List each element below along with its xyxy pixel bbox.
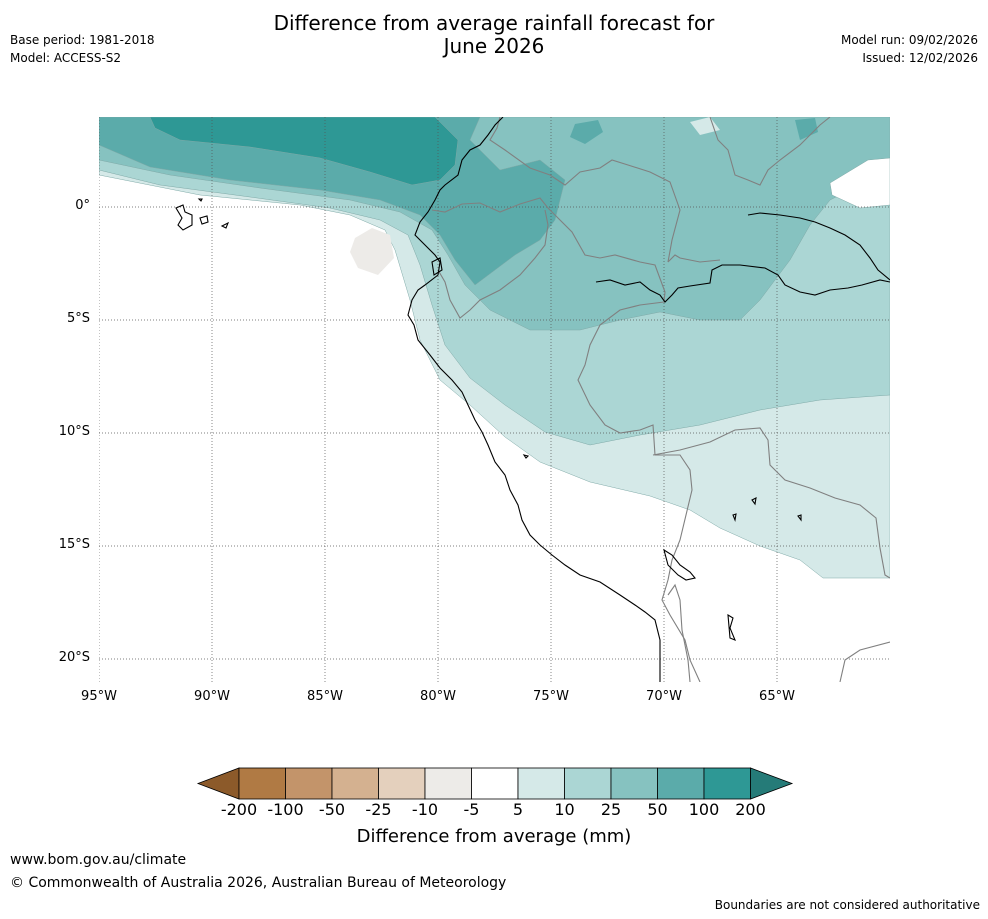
legend-swatch-1 — [238, 767, 286, 800]
title-line-2: June 2026 — [443, 34, 545, 58]
border-colombia-ecuador — [431, 197, 666, 303]
rainfall-zone-100-200 — [149, 117, 459, 186]
legend-swatch-11 — [703, 767, 751, 800]
legend-extend-low — [196, 767, 240, 800]
metadata-left: Base period: 1981-2018 Model: ACCESS-S2 — [10, 31, 155, 67]
river-negro — [747, 212, 890, 281]
border-colombia-venezuela — [489, 117, 681, 263]
river-amazon — [595, 264, 890, 303]
legend-swatch-7 — [517, 767, 565, 800]
title-line-1: Difference from average rainfall forecas… — [273, 11, 715, 35]
lat-label-5s: 5°S — [66, 311, 90, 326]
legend-swatch-10 — [657, 767, 705, 800]
legend-title: Difference from average (mm) — [356, 826, 632, 847]
model-run-text: Model run: 09/02/2026 — [840, 33, 978, 47]
lon-label-75w: 75°W — [533, 689, 569, 704]
rainfall-zone-near-normal-north — [690, 117, 720, 135]
legend-tick-4: -25 — [365, 800, 392, 819]
footer-copyright: © Commonwealth of Australia 2026, Austra… — [10, 875, 507, 891]
lat-label-15s: 15°S — [58, 537, 90, 552]
border-ecuador-peru — [437, 209, 549, 319]
border-peru-bolivia — [661, 579, 701, 682]
model-text: Model: ACCESS-S2 — [10, 51, 122, 65]
metadata-right: Model run: 09/02/2026 Issued: 12/02/2026 — [841, 31, 978, 67]
legend-swatch-9 — [610, 767, 658, 800]
legend-tick-3: -50 — [318, 800, 346, 819]
legend-swatch-2 — [285, 767, 333, 800]
legend-swatch-5 — [424, 767, 472, 800]
legend-tick-8: 10 — [554, 800, 575, 819]
legend-tick-9: 25 — [600, 800, 622, 819]
legend-swatch-3 — [331, 767, 379, 800]
lon-label-85w: 85°W — [307, 689, 343, 704]
border-colombia-brazil — [667, 254, 721, 263]
legend-swatch-4 — [378, 767, 426, 800]
rainfall-zone-50-100-b — [570, 120, 603, 144]
lon-label-80w: 80°W — [420, 689, 456, 704]
rainfall-zone-near-normal-east — [829, 157, 890, 209]
legend-tick-1: -200 — [220, 800, 258, 819]
legend-tick-5: -10 — [411, 800, 439, 819]
base-period-text: Base period: 1981-2018 — [10, 33, 155, 47]
bay-guayaquil — [431, 257, 443, 276]
country-borders — [431, 117, 890, 682]
lake-titicaca — [663, 548, 697, 581]
island-lima — [522, 454, 530, 459]
legend-tick-11: 100 — [688, 800, 720, 819]
legend-tick-2: -100 — [267, 800, 304, 819]
lake-bolivia-3 — [797, 514, 802, 522]
lon-label-65w: 65°W — [759, 689, 795, 704]
legend-tick-6: -5 — [463, 800, 480, 819]
legend-tick-7: 5 — [512, 800, 524, 819]
border-brazil-bolivia — [652, 427, 890, 579]
lon-label-90w: 90°W — [194, 689, 230, 704]
coastline — [175, 117, 890, 682]
lat-label-0: 0° — [75, 198, 90, 213]
legend-tick-12: 200 — [735, 800, 766, 819]
legend-swatch-8 — [564, 767, 612, 800]
footer-disclaimer: Boundaries are not considered authoritat… — [714, 898, 980, 912]
lon-label-70w: 70°W — [646, 689, 682, 704]
island-galapagos-santa-cruz — [199, 215, 209, 225]
lake-bolivia-2 — [732, 513, 737, 523]
legend-extend-high — [750, 767, 794, 800]
issued-text: Issued: 12/02/2026 — [862, 51, 978, 65]
island-galapagos-san-cristobal — [220, 221, 230, 229]
rainfall-zone-50-100-c — [795, 118, 818, 140]
coast-pacific — [407, 117, 661, 682]
lat-label-20s: 20°S — [58, 650, 90, 665]
border-paraguay — [839, 641, 890, 682]
border-brazil-venezuela — [709, 117, 831, 186]
lake-poopo — [727, 613, 737, 641]
legend-tick-10: 50 — [647, 800, 668, 819]
island-galapagos-isabela — [175, 204, 193, 231]
border-peru-brazil — [577, 301, 693, 581]
legend-swatch-6 — [471, 767, 519, 800]
lat-label-10s: 10°S — [58, 424, 90, 439]
lon-label-95w: 95°W — [81, 689, 117, 704]
graticule — [99, 117, 890, 682]
lake-bolivia-1 — [751, 497, 757, 506]
border-bolivia-chile — [667, 583, 691, 682]
footer-website: www.bom.gov.au/climate — [10, 852, 187, 868]
map-title: Difference from average rainfall forecas… — [0, 12, 988, 58]
rainfall-zone-dry-offshore — [350, 228, 394, 275]
island-galapagos-small — [197, 198, 203, 202]
